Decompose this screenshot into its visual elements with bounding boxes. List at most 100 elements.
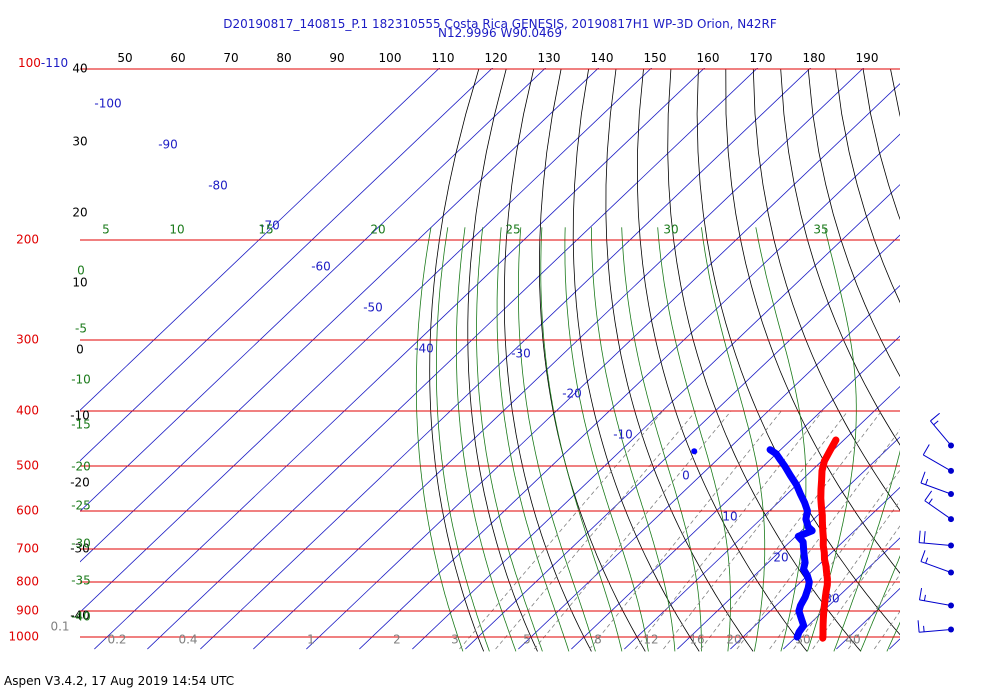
- dry-adiabat: [605, 68, 754, 652]
- mixing-ratio-label: 3: [451, 633, 459, 647]
- moist-adiabat-left-label: -20: [71, 460, 91, 474]
- top-temp-label: 110: [432, 51, 455, 65]
- mixing-ratio-label: 5: [523, 633, 531, 647]
- wind-barb: [924, 490, 954, 523]
- isotherm-label: -10: [613, 428, 633, 442]
- isotherm-line: [253, 68, 865, 650]
- isotherm-label: -60: [311, 260, 331, 274]
- pressure-label: 1000: [8, 630, 39, 644]
- mixing-ratio-line: [459, 410, 664, 650]
- mixing-ratio-label: 0.1: [50, 620, 69, 634]
- left-temp-label: 0: [76, 343, 84, 357]
- isotherm-line: [571, 335, 900, 650]
- pressure-label: 700: [16, 542, 39, 556]
- moist-adiabat-left-label: -35: [71, 574, 91, 588]
- pressure-label: 300: [16, 333, 39, 347]
- grid-lines: [80, 43, 1000, 652]
- moist-adiabat: [621, 227, 702, 652]
- dry-adiabat: [973, 69, 1000, 651]
- moist-adiabat: [455, 227, 517, 652]
- mixing-ratio-line: [634, 410, 823, 650]
- top-temp-label: 140: [591, 51, 614, 65]
- isotherm-line: [412, 184, 900, 650]
- isotherm-line: [518, 285, 900, 650]
- dry-adiabat: [835, 68, 900, 304]
- isotherm-line: [889, 638, 900, 650]
- moist-adiabat: [564, 227, 649, 652]
- isotherm-line: [359, 133, 900, 650]
- isotherm-label: -90: [158, 138, 178, 152]
- isotherm-line: [147, 68, 759, 650]
- moist-adiabat: [701, 227, 766, 652]
- mixing-ratio-line: [848, 573, 900, 650]
- wind-barb: [918, 530, 954, 549]
- wind-barb: [920, 471, 954, 497]
- dry-adiabat: [945, 69, 1000, 651]
- dewpoint-profile: [766, 446, 816, 641]
- wind-barbs: [917, 412, 954, 633]
- top-temp-label: 190: [856, 51, 879, 65]
- left-temp-label: 40: [72, 62, 87, 76]
- top-temp-label: 100: [379, 51, 402, 65]
- moist-adiabat-left-label: -40: [71, 610, 91, 624]
- moist-adiabat-label: 5: [102, 223, 110, 237]
- mixing-ratio-label: 1: [307, 633, 315, 647]
- chart-title: D20190817_140815_P.1 182310555 Costa Ric…: [0, 17, 1000, 39]
- isotherm-line: [200, 68, 812, 650]
- dry-adiabat: [918, 69, 1000, 651]
- mixing-ratio-line: [700, 410, 882, 650]
- mixing-ratio-line: [874, 610, 900, 650]
- moist-adiabat-left-label: -5: [75, 322, 87, 336]
- isotherm-label: -100: [94, 97, 121, 111]
- moist-adiabat-label: 20: [370, 223, 385, 237]
- mixing-ratio-label: 16: [689, 633, 704, 647]
- isotherm-line: [306, 83, 900, 650]
- left-temp-label: 10: [72, 276, 87, 290]
- pressure-label: 100-110: [18, 56, 68, 70]
- isotherm-line: [624, 385, 900, 650]
- dry-adiabat: [862, 68, 900, 221]
- pressure-label: 400: [16, 403, 39, 417]
- top-temp-label: 90: [329, 51, 344, 65]
- mixing-ratio-label: 8: [594, 633, 602, 647]
- isotherm-line: [80, 68, 494, 462]
- top-temp-label: 170: [750, 51, 773, 65]
- title-line-1: D20190817_140815_P.1 182310555 Costa Ric…: [223, 17, 777, 31]
- isotherm-label: 0: [682, 469, 690, 483]
- pressure-label: 600: [16, 503, 39, 517]
- dry-adiabat: [807, 68, 900, 378]
- moist-adiabat-left-label: -25: [71, 499, 91, 513]
- wind-barb: [930, 412, 954, 449]
- mixing-ratio-label: 0.2: [107, 633, 126, 647]
- mixing-ratio-line: [812, 525, 900, 650]
- pressure-label: 500: [16, 459, 39, 473]
- top-temp-label: 150: [644, 51, 667, 65]
- mixing-ratio-label: 0.4: [178, 633, 197, 647]
- isotherm-label: 20: [773, 551, 788, 565]
- moist-adiabat: [540, 227, 623, 652]
- top-temp-label: 50: [117, 51, 132, 65]
- moist-adiabat: [657, 227, 731, 652]
- top-temp-label: 130: [538, 51, 561, 65]
- left-temp-label: 30: [72, 135, 87, 149]
- isotherm-line: [942, 43, 1000, 649]
- wind-barb: [917, 620, 954, 633]
- isotherm-line: [80, 68, 441, 411]
- dry-adiabat: [538, 68, 646, 652]
- profiles: [691, 436, 840, 642]
- mixing-ratio-label: 2: [393, 633, 401, 647]
- isotherm-line: [94, 68, 706, 650]
- moist-adiabat-left-label: -10: [71, 373, 91, 387]
- moist-adiabat-left-label: 0: [77, 264, 85, 278]
- moist-adiabat: [886, 621, 900, 652]
- wind-barb: [918, 588, 954, 609]
- mixing-ratio-line: [589, 410, 782, 650]
- dry-adiabat: [890, 68, 900, 118]
- isotherm-line: [677, 436, 900, 650]
- moist-adiabat: [833, 449, 900, 652]
- left-temp-label: -10: [70, 409, 90, 423]
- isotherm-label: -20: [562, 387, 582, 401]
- moist-adiabat-label: 10: [169, 223, 184, 237]
- isotherm-line: [730, 486, 900, 650]
